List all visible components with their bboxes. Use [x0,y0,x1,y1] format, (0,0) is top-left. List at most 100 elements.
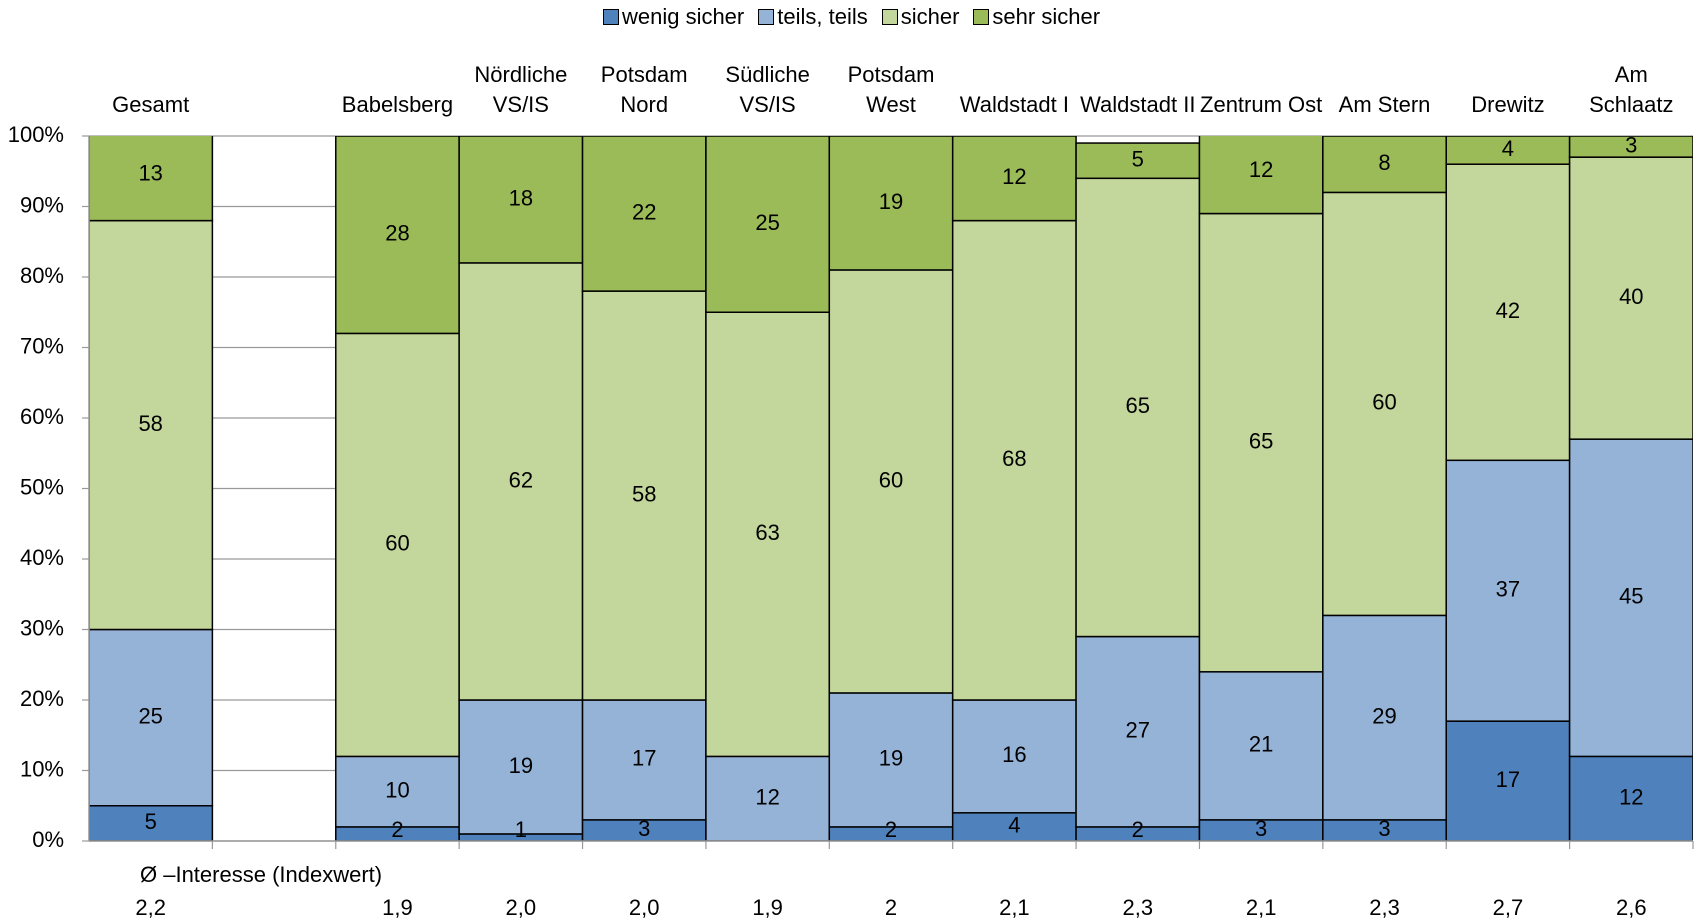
value-label: 29 [1372,703,1396,728]
bar-segment [1075,635,1201,828]
value-label: 3 [1378,816,1390,841]
legend-swatch [881,9,898,25]
bar-segment [1568,156,1693,440]
x-tick-label: Waldstadt II [1080,92,1196,117]
x-tick-label: Am Stern [1338,92,1431,117]
index-value: 2,6 [1616,895,1647,920]
bar-segment [1322,191,1447,617]
bar-segment [705,311,831,758]
bar-segment [1075,142,1201,180]
legend: wenig sicher teils, teils sicher sehr siche… [0,4,1703,30]
index-value: 2,1 [1245,895,1277,920]
legend-swatch [758,9,775,25]
value-label: 68 [1002,446,1026,471]
legend-label: teils, teils [777,4,868,29]
value-label: 3 [638,816,650,841]
y-tick-label: 90% [20,192,64,217]
x-tick-label: Nördliche VS/IS [474,62,568,117]
bar-segment [335,136,460,335]
x-tick-label: Am Schlaatz [1589,62,1674,117]
value-label: 62 [509,467,533,492]
y-tick-label: 80% [20,263,64,288]
y-tick-label: 0% [32,827,64,852]
value-label: 4 [1502,136,1514,161]
bar-segment [581,699,707,821]
value-label: 60 [385,531,409,556]
value-label: 45 [1619,584,1643,609]
bar-segment [705,755,831,841]
value-label: 27 [1126,718,1150,743]
bar-segment [951,136,1077,222]
index-value: 2,7 [1492,895,1524,920]
value-label: 58 [138,411,162,436]
bar-segment [458,699,584,835]
legend-label: wenig sicher [621,4,745,29]
bar-segment [705,136,831,313]
bar-segment [1198,671,1324,821]
index-value: 2,3 [1122,895,1154,920]
value-label: 3 [1625,132,1637,157]
value-label: 65 [1126,393,1150,418]
value-label: 8 [1378,150,1390,175]
value-label: 19 [879,189,903,214]
legend-label: sehr sicher [992,4,1101,29]
index-value: 2,0 [505,895,537,920]
legend-item: sehr sicher [973,4,1100,30]
legend-item: teils, teils [758,4,868,30]
bar-segment [335,755,460,828]
value-label: 12 [1249,157,1273,182]
legend-item: wenig sicher [602,4,745,30]
value-label: 5 [145,809,157,834]
bar-segment [828,136,954,271]
value-label: 42 [1496,298,1520,323]
value-label: 17 [1496,767,1520,792]
bar-segment [581,136,707,292]
value-label: 21 [1249,732,1273,757]
y-tick-label: 10% [20,756,64,781]
index-value: 1,9 [752,895,783,920]
value-label: 28 [385,221,409,246]
value-label: 25 [138,703,162,728]
value-label: 19 [879,746,903,771]
value-label: 65 [1249,428,1273,453]
legend-item: sicher [881,4,959,30]
bar-segment [951,219,1077,701]
index-value: 2,3 [1369,895,1400,920]
value-label: 4 [1008,813,1020,838]
value-label: 22 [632,199,656,224]
value-label: 12 [755,785,779,810]
value-label: 10 [385,777,409,802]
x-tick-label: Zentrum Ost [1200,92,1323,117]
value-label: 16 [1002,742,1026,767]
x-tick-label: Drewitz [1471,92,1545,117]
value-label: 13 [138,161,162,186]
bar-segment [1568,438,1693,758]
bar-segment [1445,163,1571,462]
y-tick-label: 50% [20,474,64,499]
bar-segment [1198,136,1324,215]
legend-swatch [602,9,619,25]
bar-segment [89,136,214,222]
bar-segment [89,219,214,631]
index-value: 2 [884,895,898,920]
value-label: 60 [879,467,903,492]
x-tick-label: Südliche VS/IS [725,62,810,117]
value-label: 19 [509,753,533,778]
bar-segment [89,628,214,807]
bar-segment [1322,614,1447,821]
x-tick-label: Gesamt [112,92,190,117]
index-value: 2,1 [999,895,1030,920]
bar-segment [1568,136,1693,158]
bar-segment [1445,459,1571,722]
x-tick-label: Potsdam West [847,62,935,117]
legend-swatch [973,9,990,25]
index-value: 1,9 [382,895,413,920]
value-label: 60 [1372,390,1396,415]
x-tick-label: Waldstadt I [959,92,1069,117]
value-label: 2 [885,817,897,842]
bar-segment [458,262,584,701]
bar-segment [581,290,707,701]
value-label: 18 [509,185,533,210]
